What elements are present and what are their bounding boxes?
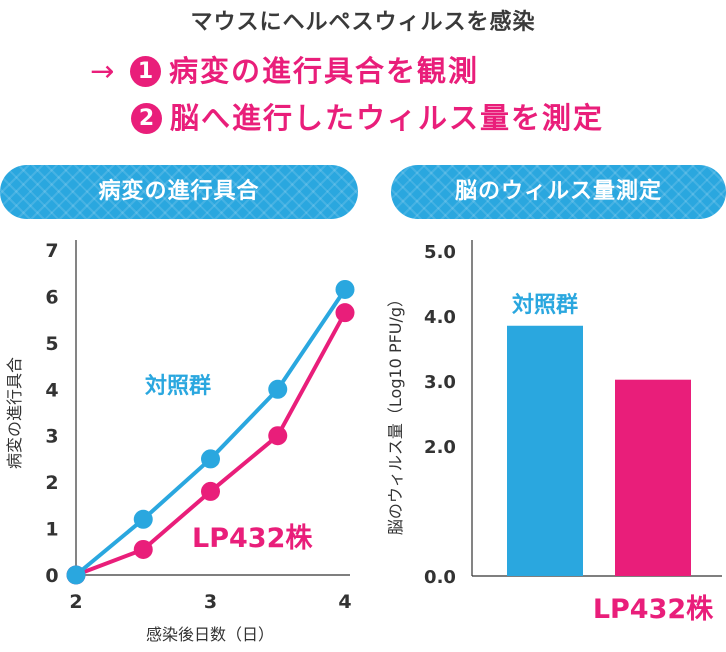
lesion-panel-header: 病変の進行具合 [0, 165, 358, 219]
point-2-text: 脳へ進行したウィルス量を測定 [170, 101, 605, 135]
bar-y-tick-label: 0.0 [424, 567, 456, 588]
y-tick-label: 0 [45, 565, 58, 587]
bar-lp432 [615, 379, 691, 576]
x-tick-label: 2 [69, 591, 82, 613]
bar-y-tick-label: 3.0 [424, 372, 456, 393]
data-point-control [335, 279, 355, 299]
point-2: 2 脳へ進行したウィルス量を測定 [131, 95, 604, 137]
y-tick-label: 7 [45, 240, 58, 262]
bar-label-lp432: LP432株 [593, 594, 714, 625]
data-point-lp432 [335, 303, 355, 323]
series-label-control: 対照群 [145, 373, 211, 399]
y-tick-label: 2 [45, 472, 58, 494]
number-badge-1: 1 [130, 56, 161, 87]
series-label-lp432: LP432株 [192, 523, 313, 554]
bar-control [507, 325, 583, 576]
data-point-lp432 [268, 426, 288, 446]
number-badge-2: 2 [131, 103, 162, 134]
bar-y-axis-label: 脳のウィルス量（Log10 PFU/g） [386, 291, 405, 535]
point-1: → 1 病変の進行具合を観測 [90, 48, 479, 90]
y-tick-label: 5 [45, 333, 58, 355]
x-axis-label: 感染後日数（日） [146, 625, 274, 644]
x-tick-label: 3 [204, 591, 217, 613]
x-tick-label: 4 [338, 591, 351, 613]
bar-y-tick-label: 5.0 [424, 242, 456, 263]
point-1-text: 病変の進行具合を観測 [169, 54, 480, 88]
bar-label-control: 対照群 [512, 292, 578, 318]
data-point-lp432 [201, 481, 220, 501]
y-tick-label: 6 [45, 286, 58, 308]
y-axis-label: 病変の進行具合 [5, 357, 24, 469]
data-point-control [201, 449, 220, 469]
data-point-control [268, 379, 288, 399]
arrow-icon: → [90, 54, 115, 88]
bar-y-tick-label: 2.0 [424, 437, 456, 458]
y-tick-label: 1 [45, 519, 58, 541]
data-point-control [133, 509, 153, 529]
virus-panel-header: 脳のウィルス量測定 [391, 165, 726, 219]
page-title: マウスにヘルペスウィルスを感染 [190, 10, 536, 35]
data-point-lp432 [133, 539, 153, 559]
y-tick-label: 4 [45, 379, 58, 401]
y-tick-label: 3 [45, 426, 58, 448]
data-point-control [66, 565, 86, 585]
bar-y-tick-label: 4.0 [424, 307, 456, 328]
